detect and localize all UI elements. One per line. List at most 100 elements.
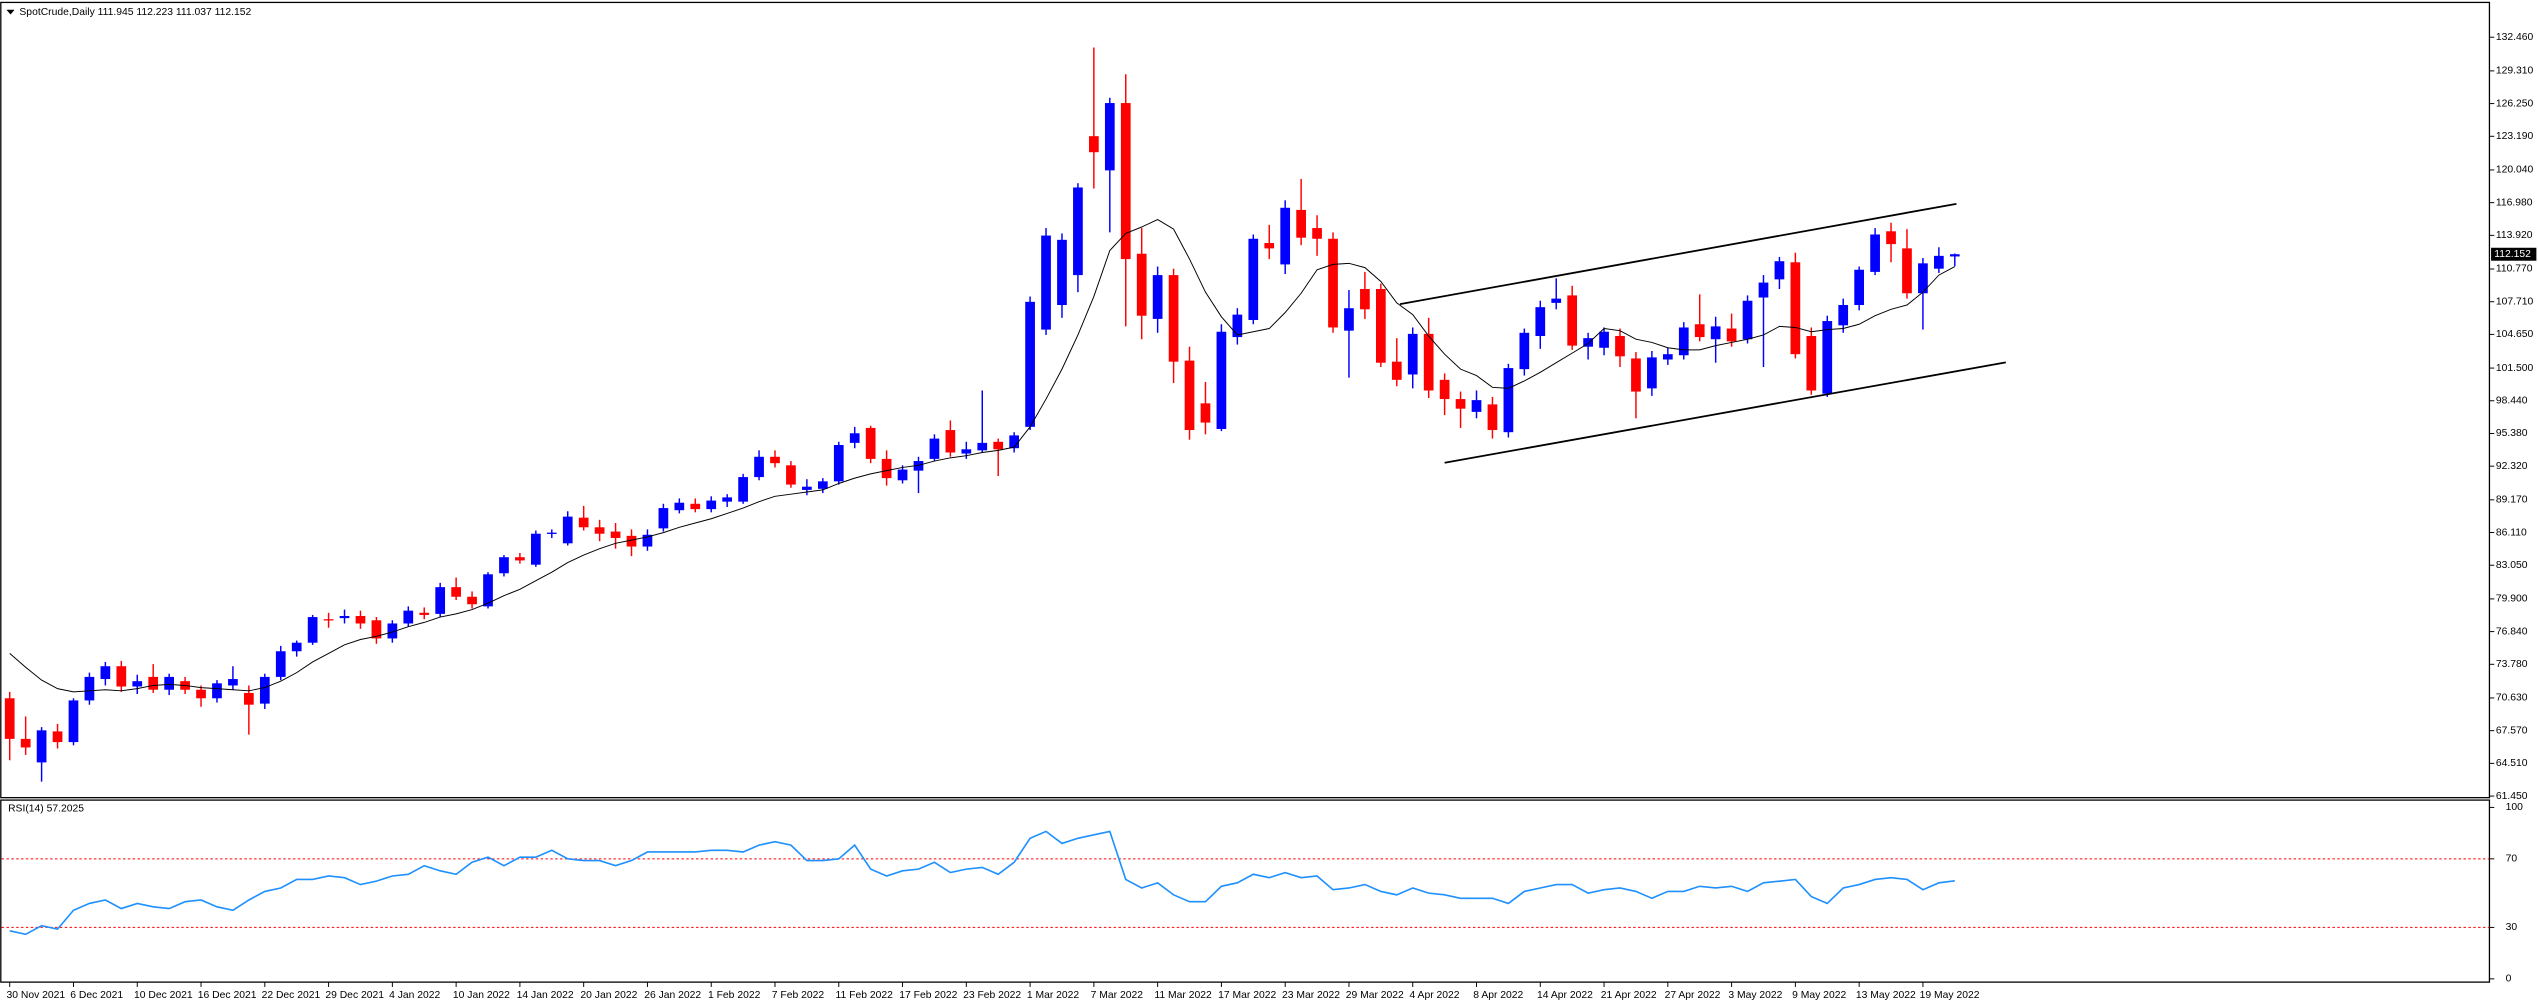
candle-body	[945, 430, 956, 453]
candle-body	[1583, 338, 1593, 347]
candle-body	[20, 738, 31, 748]
rsi-panel-frame	[0, 799, 2491, 983]
candle-body	[1535, 307, 1546, 337]
candle-body	[833, 445, 844, 482]
candle-body	[929, 438, 940, 459]
x-tick-label: 1 Feb 2022	[708, 990, 761, 1001]
y-tick-label: 70	[2506, 854, 2518, 865]
candle-body	[52, 731, 63, 743]
candle-body	[291, 642, 302, 652]
candle-body	[1710, 326, 1721, 340]
candle-body	[259, 676, 270, 704]
candle-body	[1328, 238, 1338, 328]
candle-body	[1471, 400, 1482, 412]
candle-body	[642, 534, 653, 547]
candle-body	[1949, 254, 1960, 257]
moving-average	[9, 218, 1956, 693]
candle-body	[626, 535, 637, 547]
candle-body	[1041, 235, 1051, 330]
candle-body	[1934, 255, 1944, 269]
candle-body	[244, 692, 254, 705]
candle-body	[1838, 305, 1849, 326]
candle-body	[881, 458, 892, 479]
x-tick-label: 11 Mar 2022	[1154, 990, 1212, 1001]
candle-body	[1423, 333, 1434, 391]
candle-body	[1168, 275, 1179, 362]
candle-body	[754, 456, 764, 478]
candle-body	[578, 517, 589, 528]
y-tick-label: 132.460	[2496, 32, 2534, 43]
x-tick-label: 17 Mar 2022	[1218, 990, 1276, 1001]
candle-body	[977, 442, 988, 451]
y-tick-label: 104.650	[2496, 329, 2534, 340]
candle-body	[1375, 288, 1386, 363]
y-tick-label: 126.250	[2496, 98, 2534, 109]
candle-body	[196, 689, 206, 699]
price-tag-bg	[2491, 247, 2537, 261]
candle-body	[1057, 239, 1067, 306]
x-tick-label: 22 Dec 2021	[262, 990, 321, 1001]
candle-body	[738, 477, 748, 502]
y-tick-label: 100	[2506, 802, 2524, 813]
y-tick-label: 129.310	[2496, 66, 2534, 77]
candle-body	[1902, 248, 1912, 294]
candle-body	[562, 516, 573, 544]
x-tick-label: 21 Apr 2022	[1601, 990, 1657, 1001]
candle-body	[897, 469, 908, 481]
candle-body	[1678, 327, 1689, 356]
candle-body	[1694, 324, 1705, 338]
candle-body	[1073, 187, 1083, 276]
x-tick-label: 7 Feb 2022	[772, 990, 825, 1001]
y-tick-label: 120.040	[2496, 165, 2534, 176]
candle-body	[1806, 336, 1817, 391]
candle-body	[1439, 379, 1450, 400]
candle-body	[1631, 358, 1641, 392]
x-tick-label: 29 Dec 2021	[325, 990, 384, 1001]
candle-body	[36, 730, 47, 763]
candle-body	[1870, 234, 1880, 272]
candle-body	[355, 615, 366, 624]
x-tick-label: 10 Jan 2022	[453, 990, 510, 1001]
x-tick-label: 20 Jan 2022	[580, 990, 637, 1001]
candle-body	[1104, 103, 1115, 171]
menu-triangle[interactable]	[6, 9, 15, 15]
y-tick-label: 73.780	[2496, 659, 2528, 670]
candle-body	[1152, 275, 1163, 319]
candle-body	[515, 557, 525, 561]
y-tick-label: 86.110	[2496, 527, 2527, 538]
candle-body	[1726, 328, 1737, 342]
candle-body	[722, 497, 733, 502]
candle-body	[499, 557, 509, 574]
y-tick-label: 30	[2506, 922, 2518, 933]
y-tick-label: 123.190	[2496, 131, 2534, 142]
candle-body	[865, 427, 876, 459]
x-tick-label: 4 Apr 2022	[1409, 990, 1459, 1001]
y-tick-label: 67.570	[2496, 725, 2528, 736]
candle-body	[1312, 228, 1322, 239]
y-tick-label: 110.770	[2496, 264, 2533, 275]
x-tick-label: 23 Feb 2022	[963, 990, 1021, 1001]
x-tick-label: 8 Apr 2022	[1473, 990, 1523, 1001]
candle-body	[1120, 103, 1131, 260]
candle-body	[658, 508, 669, 529]
candle-body	[1615, 336, 1625, 357]
candle-body	[1599, 331, 1609, 348]
candle-body	[1391, 361, 1402, 380]
price-panel-frame	[0, 1, 2491, 799]
y-tick-label: 70.630	[2496, 693, 2528, 704]
y-tick-label: 61.450	[2496, 791, 2528, 802]
candle-body	[275, 651, 286, 677]
candle-body	[68, 700, 79, 743]
x-tick-label: 7 Mar 2022	[1091, 990, 1144, 1001]
y-tick-label: 95.380	[2496, 428, 2528, 439]
x-tick-label: 16 Dec 2021	[198, 990, 257, 1001]
candle-body	[148, 676, 159, 690]
candle-body	[1647, 357, 1657, 389]
chart-title: SpotCrude,Daily 111.945 112.223 111.037 …	[19, 7, 251, 18]
candle-body	[1918, 263, 1928, 294]
y-tick-label: 92.320	[2496, 461, 2528, 472]
x-tick-label: 30 Nov 2021	[6, 990, 65, 1001]
candle-body	[913, 461, 924, 471]
candle-body	[817, 481, 828, 489]
